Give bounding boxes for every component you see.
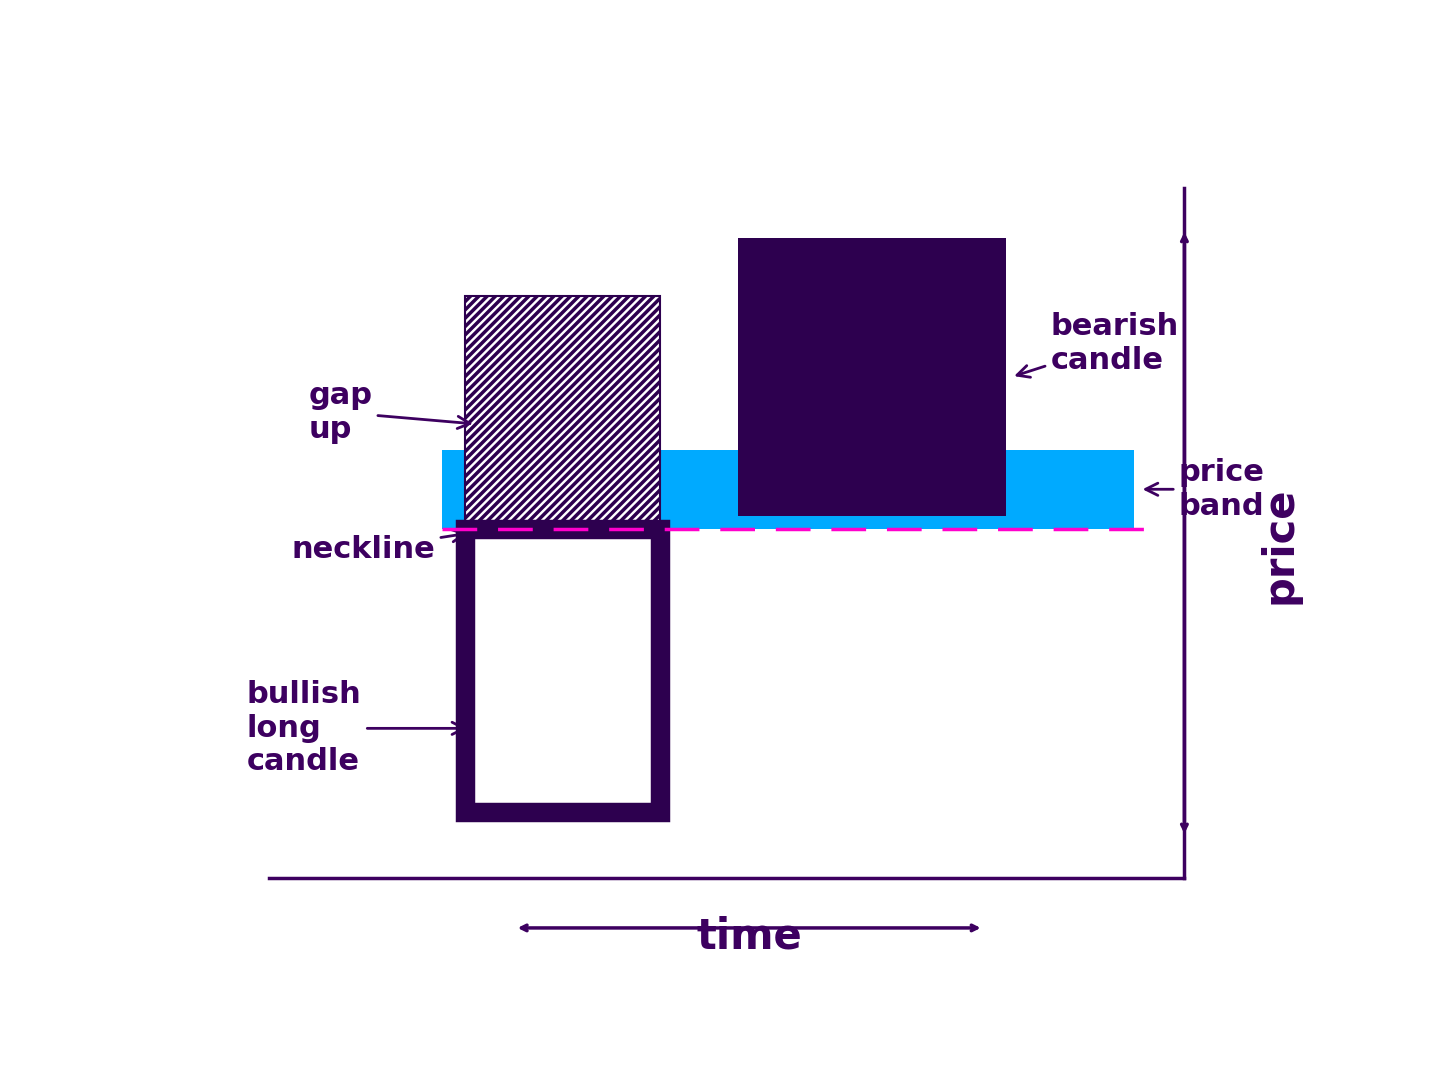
Text: bullish
long
candle: bullish long candle bbox=[248, 680, 464, 777]
Bar bbox=[465, 296, 660, 529]
Text: price: price bbox=[1259, 487, 1300, 604]
Bar bbox=[465, 529, 660, 811]
Text: bearish
candle: bearish candle bbox=[1017, 312, 1179, 377]
Text: time: time bbox=[697, 915, 802, 957]
Bar bbox=[465, 296, 660, 529]
Text: gap
up: gap up bbox=[308, 381, 469, 444]
Bar bbox=[442, 449, 1135, 529]
Text: price
band: price band bbox=[1146, 458, 1264, 521]
Text: neckline: neckline bbox=[291, 529, 464, 564]
Bar bbox=[739, 238, 1005, 516]
